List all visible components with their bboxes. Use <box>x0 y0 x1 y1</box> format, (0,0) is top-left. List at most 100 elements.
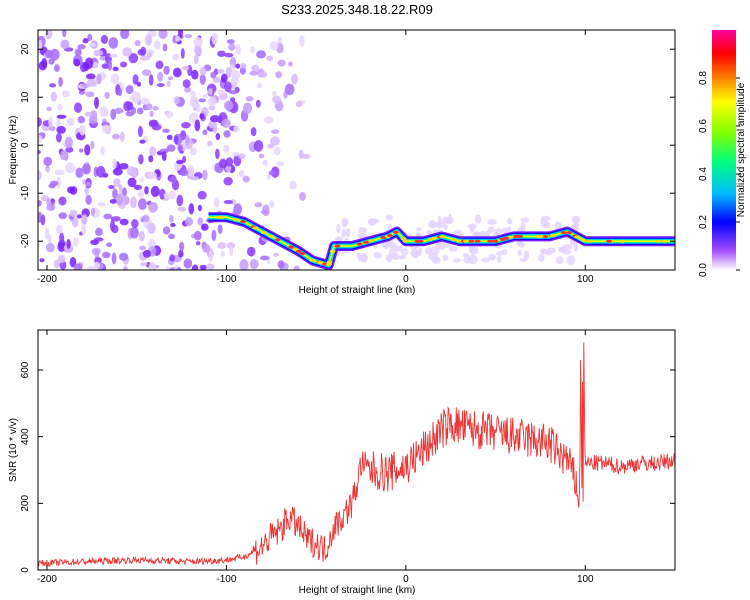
heatmap-cell <box>217 89 226 95</box>
heatmap-cell <box>104 108 109 117</box>
heatmap-cell <box>72 237 79 247</box>
heatmap-cell <box>223 144 230 153</box>
heatmap-cell <box>517 249 522 257</box>
heatmap-cell <box>201 223 209 231</box>
heatmap-cell <box>125 111 135 117</box>
colorbar-tick-label: 0.8 <box>698 71 709 85</box>
heatmap-cell <box>481 257 490 263</box>
track-peak <box>427 237 434 241</box>
heatmap-y-tick-label: -20 <box>20 234 31 249</box>
track-peak <box>362 240 369 244</box>
heatmap-y-ticks: -20 -10 0 10 20 <box>20 43 675 248</box>
heatmap-cell <box>276 161 285 167</box>
heatmap-cell <box>157 71 164 82</box>
heatmap-cell <box>387 242 397 249</box>
heatmap-cell <box>298 191 307 201</box>
heatmap-cell <box>189 96 199 108</box>
heatmap-cell <box>258 153 265 159</box>
heatmap-cell <box>217 242 227 249</box>
track-peak <box>380 236 387 240</box>
heatmap-y-label: Frequency (Hz) <box>8 116 19 185</box>
heatmap-cell <box>199 113 205 120</box>
heatmap-cell <box>65 162 76 174</box>
heatmap-cell <box>81 223 87 236</box>
heatmap-cell <box>56 224 63 235</box>
heatmap-cell <box>426 229 432 235</box>
heatmap-cell <box>129 95 138 102</box>
heatmap-cell <box>199 264 207 270</box>
heatmap-cell <box>242 102 253 115</box>
heatmap-cell <box>90 140 95 150</box>
heatmap-cell <box>175 35 181 42</box>
heatmap-cell <box>228 43 236 51</box>
heatmap-cell <box>170 222 176 228</box>
heatmap-cell <box>169 254 176 262</box>
heatmap-cell <box>86 265 97 270</box>
figure-title: S233.2025.348.18.22.R09 <box>281 2 433 17</box>
heatmap-cell <box>145 103 153 111</box>
heatmap-cell <box>212 122 218 134</box>
heatmap-cell <box>215 132 221 141</box>
snr-x-tick-label: 100 <box>577 574 594 585</box>
heatmap-cell <box>496 255 502 263</box>
heatmap-cell <box>148 261 156 270</box>
heatmap-cell <box>38 170 42 181</box>
heatmap-field <box>38 30 581 270</box>
heatmap-cell <box>266 55 274 62</box>
heatmap-cell <box>254 202 263 208</box>
heatmap-cell <box>145 34 153 46</box>
heatmap-cell <box>142 69 152 76</box>
heatmap-cell <box>520 217 530 223</box>
heatmap-cell <box>162 43 168 52</box>
heatmap-cell <box>256 50 267 59</box>
heatmap-cell <box>74 48 82 57</box>
heatmap-cell <box>108 184 115 190</box>
heatmap-cell <box>174 134 179 145</box>
heatmap-cell <box>182 155 187 164</box>
heatmap-cell <box>40 214 46 226</box>
heatmap-cell <box>208 250 214 263</box>
heatmap-cell <box>187 165 195 177</box>
heatmap-cell <box>210 71 217 79</box>
heatmap-cell <box>554 221 562 231</box>
snr-plot-area <box>38 330 675 570</box>
heatmap-cell <box>220 251 225 257</box>
heatmap-cell <box>538 253 545 262</box>
heatmap-y-tick-label: -10 <box>20 186 31 201</box>
snr-y-tick-label: 200 <box>20 495 31 512</box>
track-peak <box>368 239 375 243</box>
heatmap-cell <box>112 167 123 176</box>
heatmap-cell <box>163 65 170 75</box>
snr-frame <box>37 329 676 571</box>
heatmap-cell <box>251 64 260 73</box>
heatmap-cell <box>123 266 128 270</box>
heatmap-cell <box>178 249 184 258</box>
heatmap-cell <box>555 256 564 265</box>
heatmap-cell <box>411 250 419 259</box>
track-peak <box>537 234 544 238</box>
heatmap-cell <box>159 148 169 154</box>
colorbar <box>712 30 736 270</box>
heatmap-cell <box>341 228 346 238</box>
heatmap-cell <box>221 118 231 128</box>
heatmap-cell <box>385 214 393 221</box>
heatmap-cell <box>452 258 462 263</box>
heatmap-cell <box>194 119 201 132</box>
heatmap-cell <box>250 127 257 137</box>
track-peak <box>456 239 463 243</box>
heatmap-cell <box>250 46 255 53</box>
heatmap-cell <box>100 34 109 45</box>
heatmap-cell <box>398 255 407 260</box>
heatmap-cell <box>394 245 403 252</box>
heatmap-cell <box>211 32 219 45</box>
heatmap-cell <box>207 97 217 106</box>
heatmap-cell <box>153 40 161 50</box>
heatmap-cell <box>76 214 82 219</box>
heatmap-cell <box>45 49 53 59</box>
heatmap-cell <box>90 207 96 217</box>
heatmap-cell <box>166 144 176 152</box>
heatmap-cell <box>173 96 180 105</box>
track-peak <box>329 249 336 253</box>
heatmap-cell <box>258 71 268 78</box>
